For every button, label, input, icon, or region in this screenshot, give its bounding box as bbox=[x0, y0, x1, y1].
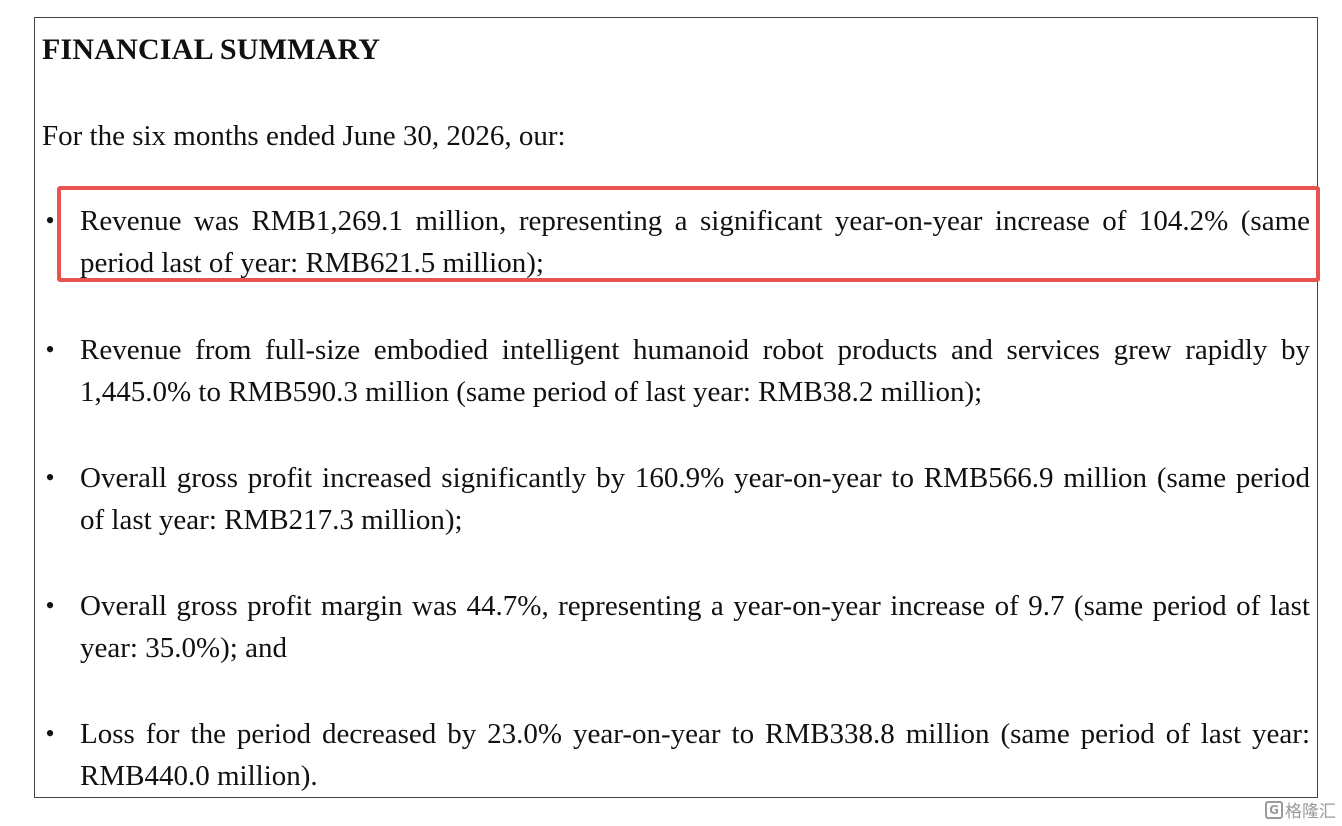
bullet-text: Overall gross profit margin was 44.7%, r… bbox=[80, 590, 1310, 664]
watermark: G 格隆汇 bbox=[1265, 797, 1336, 822]
highlight-box bbox=[57, 186, 1320, 282]
bullet-dot: • bbox=[45, 206, 55, 235]
watermark-logo-icon: G bbox=[1265, 800, 1283, 819]
bullet-dot: • bbox=[45, 463, 55, 492]
watermark-text: 格隆汇 bbox=[1285, 802, 1336, 822]
bullet-dot: • bbox=[45, 719, 55, 748]
section-title: FINANCIAL SUMMARY bbox=[42, 33, 381, 66]
document-frame bbox=[34, 17, 1318, 798]
bullet-text: Revenue from full-size embodied intellig… bbox=[80, 334, 1310, 408]
bullet-text: Revenue was RMB1,269.1 million, represen… bbox=[80, 205, 1310, 279]
bullet-dot: • bbox=[45, 591, 55, 620]
intro-text: For the six months ended June 30, 2026, … bbox=[42, 120, 566, 152]
bullet-dot: • bbox=[45, 335, 55, 364]
bullet-text: Loss for the period decreased by 23.0% y… bbox=[80, 718, 1310, 792]
bullet-text: Overall gross profit increased significa… bbox=[80, 462, 1310, 536]
